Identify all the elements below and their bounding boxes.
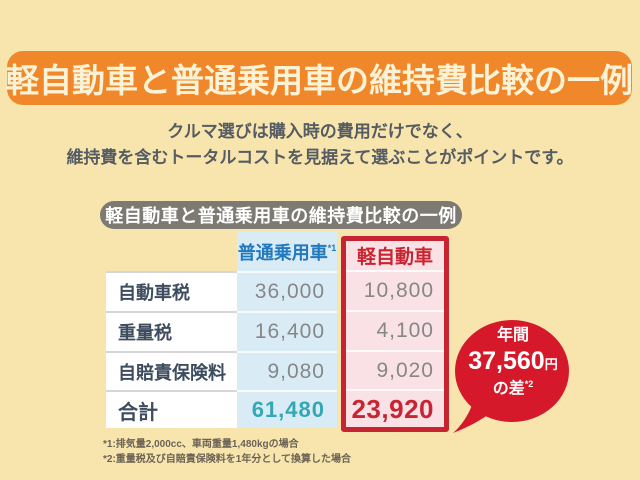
regular-car-header-label: 普通乗用車 — [237, 242, 328, 263]
kei-total-value: 23,920 — [346, 389, 444, 427]
footnote-2: *2:重量税及び自賠責保険料を1年分として換算した場合 — [103, 454, 352, 465]
footnotes: *1:排気量2,000cc、車両重量1,480kgの場合 *2:重量税及び自賠責… — [103, 437, 533, 467]
regular-car-header: 普通乗用車 *1 — [237, 232, 337, 271]
intro-text: クルマ選びは購入時の費用だけでなく、 維持費を含むトータルコストを見据えて選ぶこ… — [0, 119, 640, 171]
regular-car-header-footnote-mark: *1 — [327, 242, 337, 253]
badge-yen-unit: 円 — [544, 357, 558, 372]
regular-weight-tax-value: 16,400 — [237, 311, 337, 351]
kei-liability-insurance-value: 9,020 — [346, 350, 444, 389]
page-title: 軽自動車と普通乗用車の維持費比較の一例 — [6, 51, 633, 105]
badge-amount-number: 37,560 — [468, 347, 545, 375]
row-label-liability-insurance: 自賠責保険料 — [106, 351, 237, 390]
regular-automobile-tax-value: 36,000 — [237, 271, 337, 311]
badge-footnote-mark: *2 — [524, 379, 534, 389]
kei-car-header: 軽自動車 — [356, 247, 433, 268]
row-label-weight-tax: 重量税 — [106, 311, 237, 351]
table-kei-car-column: 軽自動車 10,800 4,100 9,020 23,920 — [341, 236, 449, 432]
badge-difference-label: の差*2 — [492, 379, 534, 398]
badge-period-label: 年間 — [496, 327, 529, 344]
table-label-column: 自動車税 重量税 自賠責保険料 合計 — [106, 271, 237, 428]
regular-liability-insurance-value: 9,080 — [237, 351, 337, 390]
row-label-total: 合計 — [106, 390, 237, 428]
footnote-1: *1:排気量2,000cc、車両重量1,480kgの場合 — [103, 439, 299, 450]
regular-total-value: 61,480 — [237, 390, 337, 428]
kei-automobile-tax-value: 10,800 — [346, 270, 444, 310]
difference-badge: 年間 37,560円 の差*2 — [451, 328, 575, 397]
section-label: 軽自動車と普通乗用車の維持費比較の一例 — [100, 201, 462, 229]
intro-line-2: 維持費を含むトータルコストを見据えて選ぶことがポイントです。 — [66, 148, 574, 167]
table-regular-car-column: 普通乗用車 *1 36,000 16,400 9,080 61,480 — [237, 232, 337, 428]
intro-line-1: クルマ選びは購入時の費用だけでなく、 — [167, 122, 473, 141]
badge-amount: 37,560円 — [451, 349, 575, 374]
difference-badge-bubble-icon — [453, 320, 569, 433]
row-label-automobile-tax: 自動車税 — [106, 271, 237, 311]
kei-weight-tax-value: 4,100 — [346, 310, 444, 350]
